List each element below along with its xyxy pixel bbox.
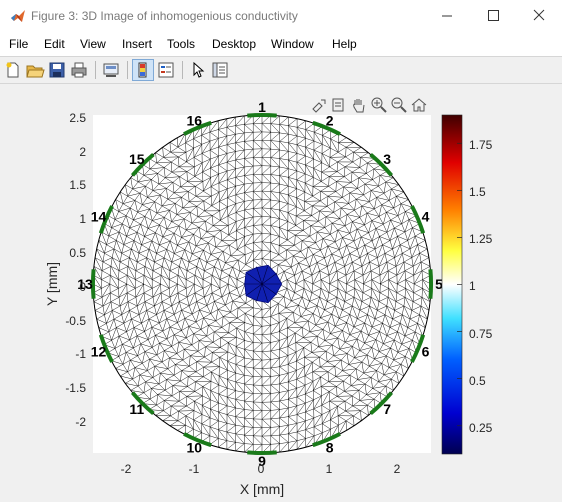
- x-tick-label: -1: [189, 462, 200, 476]
- brush-icon[interactable]: [330, 96, 348, 114]
- electrode-label: 2: [326, 113, 334, 129]
- x-tick-label: -2: [121, 462, 132, 476]
- y-tick-label: -1.5: [65, 381, 86, 395]
- electrode-label: 7: [383, 401, 391, 417]
- pointer-icon[interactable]: [188, 60, 208, 80]
- menu-bar: File Edit View Insert Tools Desktop Wind…: [0, 32, 562, 79]
- zoom-out-icon[interactable]: [390, 96, 408, 114]
- electrode-label: 13: [77, 276, 93, 292]
- electrode-label: 16: [187, 113, 203, 129]
- zoom-in-icon[interactable]: [370, 96, 388, 114]
- home-icon[interactable]: [410, 96, 428, 114]
- print-icon[interactable]: [69, 60, 89, 80]
- new-figure-icon[interactable]: [3, 60, 23, 80]
- menu-tools[interactable]: Tools: [167, 37, 196, 51]
- y-tick-label: -2: [75, 415, 86, 429]
- colorbar-tick-label: 1.25: [469, 232, 493, 246]
- electrode: [247, 450, 277, 456]
- y-tick-label: 0.5: [69, 246, 86, 260]
- colorbar-tick-label: 0.75: [469, 327, 493, 341]
- colorbar-tick-label: 1.5: [469, 185, 486, 199]
- electrode-label: 6: [422, 344, 430, 360]
- insert-legend-icon[interactable]: [156, 60, 176, 80]
- open-file-icon[interactable]: [25, 60, 45, 80]
- electrode-label: 5: [435, 276, 443, 292]
- menu-edit[interactable]: Edit: [44, 37, 65, 51]
- y-tick-label: 0: [79, 280, 86, 294]
- colorbar-tick-label: 1: [469, 279, 476, 293]
- electrode: [130, 152, 155, 177]
- electrode: [183, 432, 212, 448]
- maximize-button[interactable]: [470, 0, 516, 32]
- electrode: [98, 205, 114, 234]
- electrode-label: 8: [326, 440, 334, 456]
- toolbar-separator: [182, 61, 183, 79]
- colorbar-tick-label: 0.25: [469, 421, 493, 435]
- electrode-label: 3: [383, 151, 391, 167]
- y-tick-label: 1: [79, 212, 86, 226]
- x-tick-label: 0: [258, 462, 265, 476]
- electrode-label: 1: [258, 99, 266, 115]
- electrode: [369, 152, 394, 177]
- electrode-label: 15: [129, 151, 145, 167]
- window-title: Figure 3: 3D Image of inhomogenious cond…: [31, 9, 298, 23]
- electrode-label: 4: [422, 208, 430, 224]
- electrode-arcs: [90, 112, 434, 456]
- inclusion-mesh: [243, 266, 281, 302]
- x-tick-labels: -2 -1 0 1 2: [121, 462, 401, 476]
- menu-view[interactable]: View: [80, 37, 106, 51]
- close-button[interactable]: [516, 0, 562, 32]
- electrode: [98, 334, 114, 363]
- electrode: [130, 391, 155, 416]
- menu-desktop[interactable]: Desktop: [212, 37, 257, 51]
- x-tick-label: 1: [326, 462, 333, 476]
- electrode: [247, 112, 277, 118]
- y-tick-labels: 2.5 2 1.5 1 0.5 0 -0.5 -1 -1.5 -2: [65, 111, 86, 429]
- electrode-label: 14: [91, 208, 107, 224]
- x-axis-label: X [mm]: [240, 481, 284, 497]
- property-inspector-icon[interactable]: [210, 60, 230, 80]
- menu-window[interactable]: Window: [271, 37, 314, 51]
- inclusion-region: [243, 264, 283, 304]
- colorbar-tick-labels: 1.75 1.5 1.25 1 0.75 0.5 0.25: [469, 138, 493, 435]
- electrode: [90, 269, 96, 299]
- electrode-label: 9: [258, 453, 266, 469]
- electrode: [183, 120, 212, 136]
- toolbar-separator: [127, 61, 128, 79]
- electrode: [312, 120, 341, 136]
- save-icon[interactable]: [47, 60, 67, 80]
- pan-icon[interactable]: [350, 96, 368, 114]
- colorbar-tick-label: 1.75: [469, 138, 493, 152]
- electrode: [428, 269, 434, 299]
- electrode: [410, 334, 426, 363]
- colorbar-ticks: [457, 142, 462, 427]
- menu-file[interactable]: File: [9, 37, 29, 51]
- electrode-label: 10: [187, 440, 203, 456]
- colorbar-tick-label: 0.5: [469, 374, 486, 388]
- menu-insert[interactable]: Insert: [122, 37, 153, 51]
- toolbar-separator: [95, 61, 96, 79]
- figure-toolbar: [0, 56, 562, 84]
- x-tick-label: 2: [394, 462, 401, 476]
- electrode: [410, 205, 426, 234]
- y-tick-label: 2.5: [69, 111, 86, 125]
- y-tick-label: 2: [79, 145, 86, 159]
- menu-help[interactable]: Help: [332, 37, 357, 51]
- electrode-label: 12: [91, 344, 107, 360]
- electrode-label: 11: [129, 401, 144, 417]
- link-plot-icon[interactable]: [101, 60, 121, 80]
- minimize-button[interactable]: [424, 0, 470, 32]
- insert-colorbar-icon[interactable]: [132, 59, 154, 81]
- electrode: [312, 432, 341, 448]
- y-tick-label: 1.5: [69, 178, 86, 192]
- matlab-icon: [10, 8, 26, 29]
- y-tick-label: -1: [75, 347, 86, 361]
- y-tick-label: -0.5: [65, 314, 86, 328]
- export-icon[interactable]: [310, 96, 328, 114]
- title-bar: Figure 3: 3D Image of inhomogenious cond…: [0, 0, 562, 32]
- y-axis-label: Y [mm]: [44, 262, 60, 306]
- electrode: [369, 391, 394, 416]
